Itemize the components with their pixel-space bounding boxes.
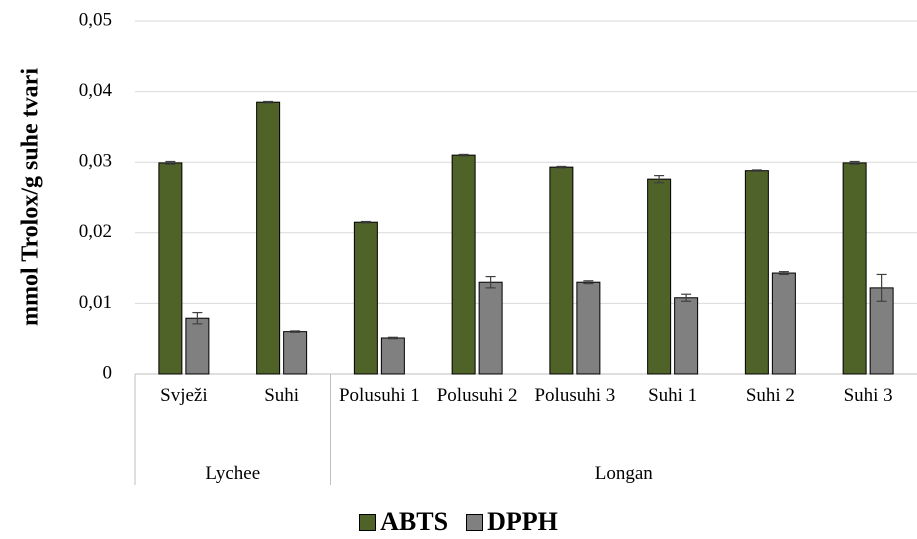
error-bar bbox=[192, 311, 203, 325]
y-axis-label: mmol Trolox/g suhe tvari bbox=[18, 68, 44, 326]
x-tick-label: Suhi bbox=[264, 385, 300, 406]
error-bar bbox=[387, 336, 398, 340]
group-label: Longan bbox=[594, 463, 653, 484]
bar bbox=[158, 162, 183, 375]
bar bbox=[771, 272, 796, 375]
error-bar bbox=[876, 273, 887, 302]
bar bbox=[744, 170, 769, 375]
bar bbox=[549, 166, 574, 375]
bar bbox=[674, 297, 699, 375]
error-bar bbox=[290, 330, 301, 333]
x-tick-label: Svježi bbox=[160, 385, 208, 406]
error-bar bbox=[360, 220, 371, 224]
error-bar bbox=[654, 175, 665, 184]
legend-item: ABTS bbox=[359, 507, 448, 537]
legend: ABTS DPPH bbox=[0, 507, 917, 537]
y-tick-label: 0,03 bbox=[79, 151, 112, 172]
legend-label: ABTS bbox=[380, 507, 449, 536]
x-tick-label: Polusuhi 1 bbox=[338, 385, 420, 406]
x-tick-label: Suhi 1 bbox=[648, 385, 698, 406]
error-bar bbox=[458, 153, 469, 157]
legend-swatch bbox=[466, 513, 484, 531]
bar bbox=[380, 337, 405, 375]
error-bar bbox=[263, 100, 274, 104]
x-tick-label: Polusuhi 3 bbox=[534, 385, 616, 406]
legend-label: DPPH bbox=[487, 507, 558, 536]
error-bar bbox=[485, 275, 496, 289]
group-label: Lychee bbox=[205, 463, 261, 484]
bar bbox=[256, 101, 281, 375]
x-tick-label: Polusuhi 2 bbox=[436, 385, 518, 406]
bar bbox=[576, 281, 601, 375]
bar bbox=[353, 221, 378, 375]
legend-item: DPPH bbox=[466, 507, 558, 537]
error-bar bbox=[849, 160, 860, 165]
error-bar bbox=[751, 169, 762, 172]
bar bbox=[283, 331, 308, 375]
error-bar bbox=[556, 165, 567, 169]
y-tick-label: 0,05 bbox=[79, 9, 112, 30]
error-bar bbox=[681, 293, 692, 302]
x-tick-label: Suhi 3 bbox=[843, 385, 893, 406]
bar bbox=[647, 178, 672, 375]
error-bar bbox=[778, 271, 789, 276]
bar bbox=[451, 154, 476, 375]
y-tick-label: 0,04 bbox=[79, 80, 113, 101]
legend-swatch bbox=[359, 513, 377, 531]
error-bar bbox=[583, 280, 594, 285]
y-tick-label: 0,02 bbox=[79, 221, 112, 242]
bar bbox=[185, 317, 210, 375]
bar bbox=[478, 281, 503, 375]
bar bbox=[842, 162, 867, 375]
error-bar bbox=[165, 160, 176, 165]
y-tick-label: 0,01 bbox=[79, 292, 112, 313]
x-tick-label: Suhi 2 bbox=[745, 385, 795, 406]
y-tick-label: 0 bbox=[103, 362, 113, 383]
